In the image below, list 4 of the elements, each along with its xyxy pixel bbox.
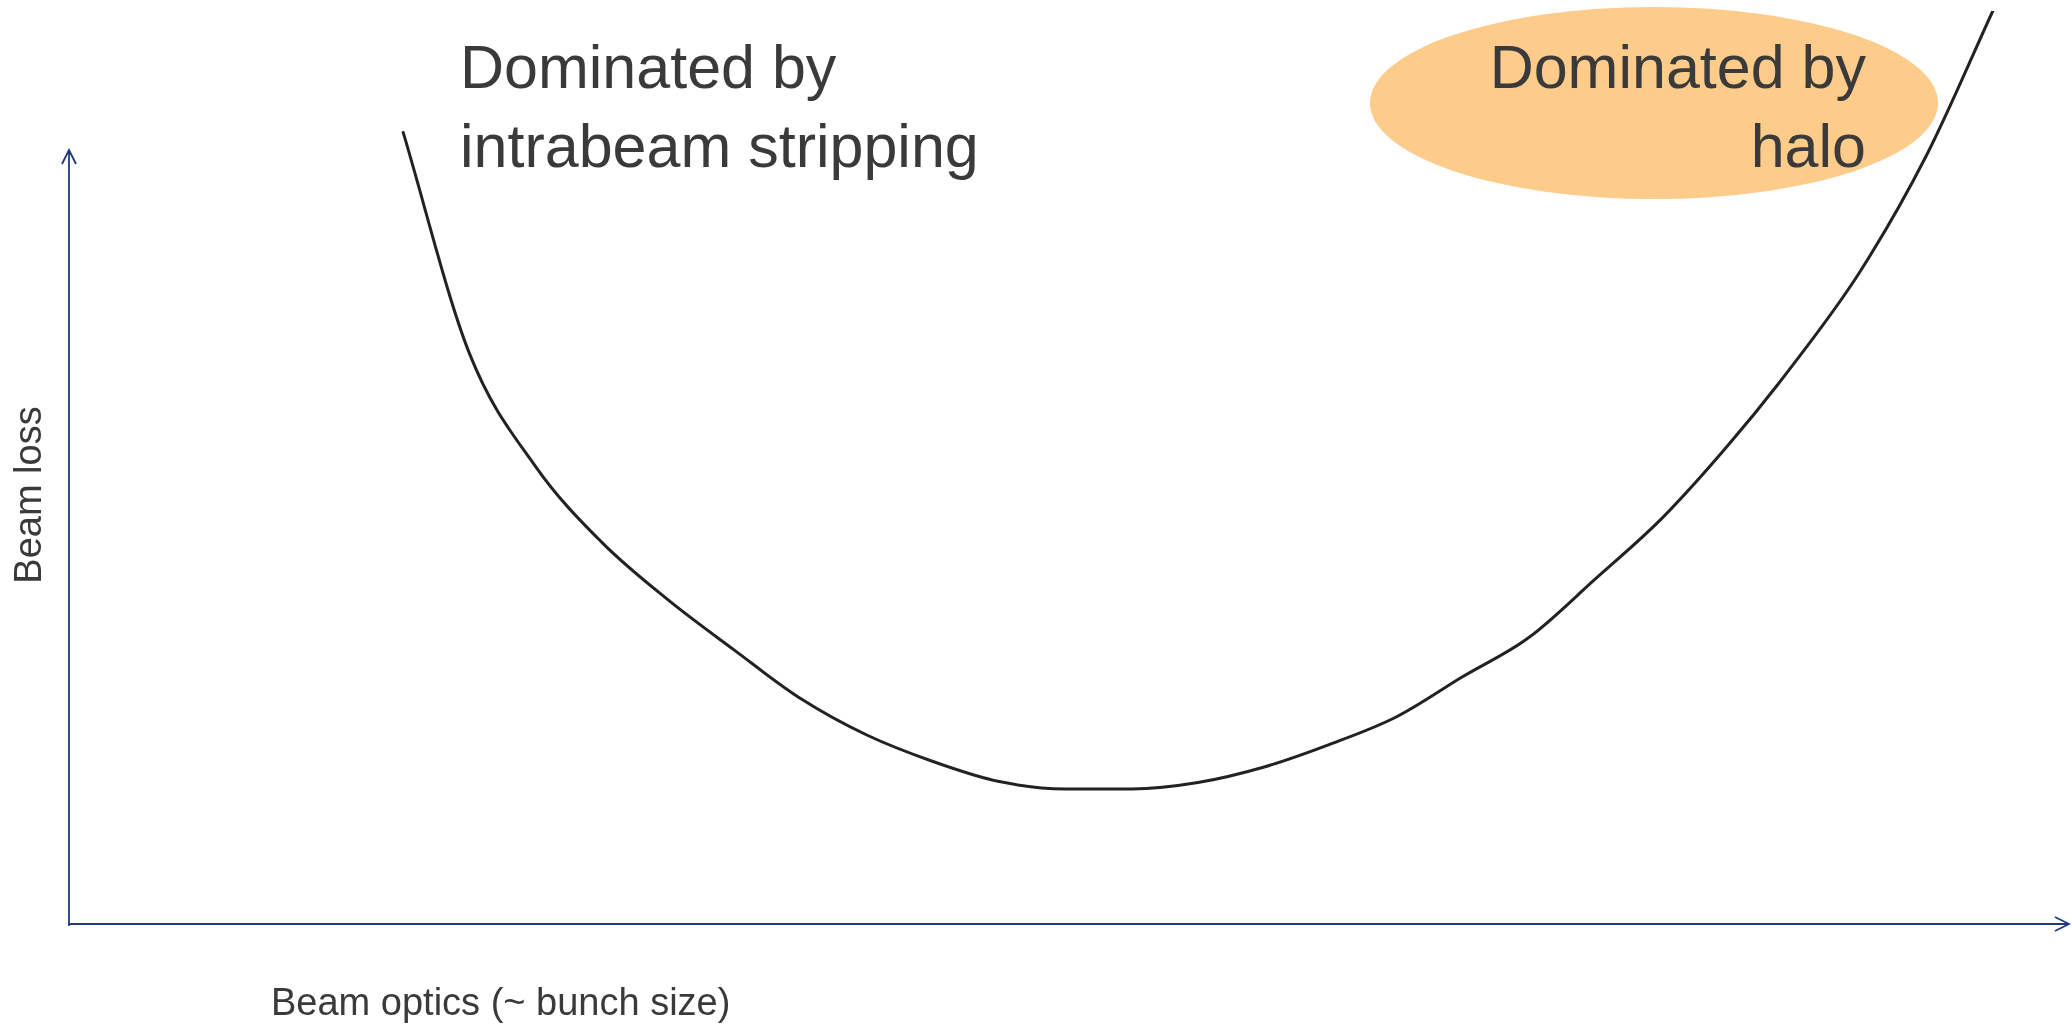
y-axis-title: Beam loss (6, 406, 51, 584)
x-axis-title: Beam optics (~ bunch size) (271, 980, 731, 1025)
annotation: Dominated by halo (1488, 32, 1866, 183)
annotation: Dominated by intrabeam stripping (460, 32, 980, 183)
